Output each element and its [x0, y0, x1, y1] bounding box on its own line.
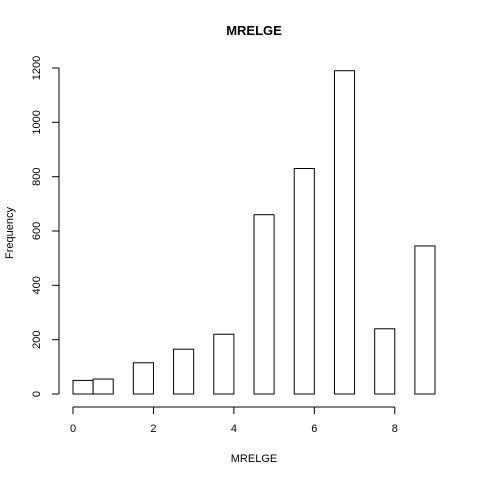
y-axis-label: Frequency — [4, 207, 16, 259]
histogram-bar — [414, 245, 436, 395]
x-tick-label: 4 — [231, 423, 237, 435]
histogram-bar — [253, 214, 275, 395]
x-tick-label: 6 — [311, 423, 317, 435]
histogram-bar — [213, 333, 235, 395]
histogram-bar — [72, 379, 94, 395]
y-axis: 0 200 400 600 800 1000 1200 — [31, 56, 60, 397]
x-tick-label: 8 — [392, 423, 398, 435]
y-tick-label: 800 — [31, 167, 43, 185]
histogram-bar — [374, 328, 396, 395]
y-tick-label: 400 — [31, 276, 43, 294]
bars-group — [72, 70, 436, 395]
y-tick-label: 1000 — [31, 110, 43, 134]
x-tick-label: 2 — [150, 423, 156, 435]
histogram-bar — [92, 378, 114, 395]
y-tick-label: 200 — [31, 330, 43, 348]
chart-title: MRELGE — [226, 23, 282, 38]
histogram-bar — [173, 348, 195, 395]
x-axis-label: MRELGE — [231, 453, 277, 465]
x-axis: 0 2 4 6 8 — [70, 406, 398, 435]
histogram-bar — [333, 70, 356, 395]
y-tick-label: 1200 — [31, 56, 43, 80]
histogram-bar — [293, 168, 315, 395]
histogram-bar — [132, 362, 154, 395]
y-tick-label: 600 — [31, 222, 43, 240]
x-tick-label: 0 — [70, 423, 76, 435]
y-tick-label: 0 — [31, 391, 43, 397]
